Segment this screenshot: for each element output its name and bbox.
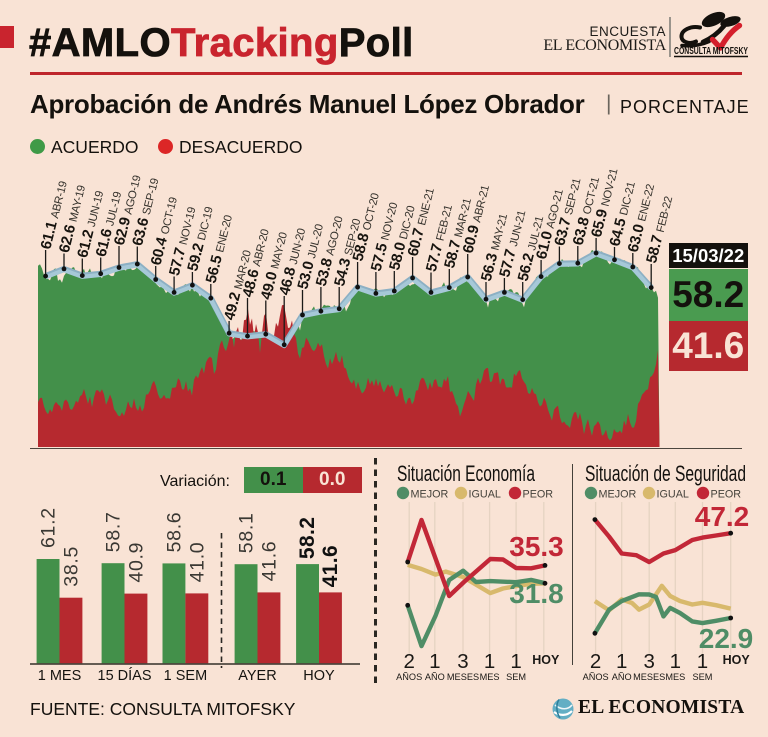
- svg-text:22.9: 22.9: [699, 623, 754, 654]
- svg-text:15 DÍAS: 15 DÍAS: [98, 667, 152, 684]
- svg-text:HOY: HOY: [303, 668, 335, 684]
- svg-text:1: 1: [670, 650, 681, 673]
- svg-text:2: 2: [590, 650, 601, 673]
- svg-text:41.6: 41.6: [258, 541, 280, 582]
- svg-text:MEJOR: MEJOR: [599, 489, 637, 501]
- svg-text:SEM: SEM: [506, 672, 526, 682]
- svg-text:3: 3: [457, 650, 468, 673]
- svg-text:3: 3: [643, 650, 654, 673]
- svg-text:MES: MES: [665, 672, 685, 682]
- svg-text:AÑOS: AÑOS: [583, 672, 609, 682]
- svg-text:2: 2: [403, 650, 414, 673]
- svg-text:38.5: 38.5: [61, 546, 83, 587]
- svg-text:IGUAL: IGUAL: [657, 489, 689, 501]
- svg-text:47.2: 47.2: [695, 501, 750, 532]
- svg-text:1: 1: [429, 650, 440, 673]
- svg-text:MEJOR: MEJOR: [411, 489, 449, 501]
- svg-text:61.2: 61.2: [38, 507, 60, 548]
- svg-text:MESES: MESES: [447, 672, 479, 682]
- svg-text:58.6: 58.6: [163, 512, 185, 553]
- svg-text:1 SEM: 1 SEM: [164, 668, 208, 684]
- svg-text:HOY: HOY: [532, 653, 560, 667]
- svg-text:MESES: MESES: [633, 672, 665, 682]
- svg-text:40.9: 40.9: [125, 542, 147, 583]
- svg-text:58.1: 58.1: [236, 512, 258, 553]
- svg-text:1: 1: [510, 650, 521, 673]
- svg-text:58.7: 58.7: [103, 511, 125, 552]
- svg-text:Situación Economía: Situación Economía: [397, 461, 536, 486]
- svg-text:41.6: 41.6: [319, 545, 342, 587]
- svg-text:1: 1: [616, 650, 627, 673]
- svg-text:AÑOS: AÑOS: [396, 672, 422, 682]
- svg-text:Situación de Seguridad: Situación de Seguridad: [585, 461, 746, 486]
- svg-text:1: 1: [484, 650, 495, 673]
- svg-text:AÑO: AÑO: [425, 672, 445, 682]
- svg-text:35.3: 35.3: [509, 531, 564, 562]
- svg-text:PEOR: PEOR: [523, 489, 554, 501]
- svg-text:58.2: 58.2: [296, 517, 319, 559]
- svg-text:41.0: 41.0: [186, 542, 208, 583]
- svg-text:1: 1: [697, 650, 708, 673]
- svg-text:SEM: SEM: [693, 672, 713, 682]
- svg-text:AÑO: AÑO: [612, 672, 632, 682]
- svg-text:IGUAL: IGUAL: [469, 489, 501, 501]
- svg-text:PEOR: PEOR: [711, 489, 742, 501]
- svg-text:MES: MES: [480, 672, 500, 682]
- svg-text:31.8: 31.8: [509, 578, 564, 609]
- svg-text:CONSULTA MITOFSKY: CONSULTA MITOFSKY: [674, 46, 748, 57]
- svg-text:AYER: AYER: [238, 668, 276, 684]
- svg-text:1 MES: 1 MES: [38, 668, 82, 684]
- svg-text:HOY: HOY: [723, 653, 751, 667]
